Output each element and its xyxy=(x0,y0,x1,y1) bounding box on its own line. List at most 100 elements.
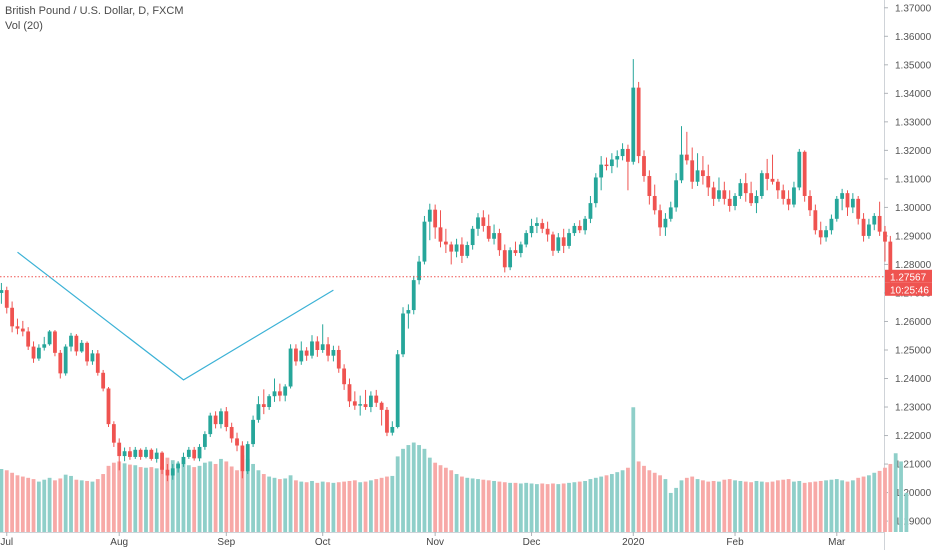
volume-bar xyxy=(433,462,438,532)
candle-body xyxy=(176,464,181,469)
candle-body xyxy=(508,250,513,268)
candle-body xyxy=(417,261,421,281)
volume-bar xyxy=(385,476,389,532)
candle-body xyxy=(315,341,320,350)
volume-bar xyxy=(845,481,850,532)
price-tick-label: 1.23000 xyxy=(895,403,932,414)
candle-body xyxy=(620,148,625,157)
candle-body xyxy=(754,195,759,204)
candle-body xyxy=(749,193,753,204)
volume-bar xyxy=(792,481,796,532)
volume-bar xyxy=(840,480,845,532)
candle-body xyxy=(674,180,679,208)
volume-bar xyxy=(470,478,475,532)
countdown-tag xyxy=(885,282,932,296)
chart-legend: British Pound / U.S. Dollar, D, FXCM Vol… xyxy=(5,4,184,34)
candle-body xyxy=(840,193,845,199)
candle-body xyxy=(481,217,486,226)
volume-bar xyxy=(31,479,36,532)
candle-body xyxy=(711,187,716,199)
candle-body xyxy=(690,160,695,182)
candle-body xyxy=(588,203,593,219)
volume-bar xyxy=(684,477,689,532)
candle-body xyxy=(706,176,711,188)
volume-bar xyxy=(111,462,116,532)
candle-body xyxy=(15,326,20,329)
volume-bar xyxy=(540,483,545,532)
volume-bar xyxy=(834,479,839,532)
volume-bar xyxy=(186,465,191,532)
volume-bar xyxy=(219,458,223,532)
volume-bar xyxy=(267,476,272,532)
volume-bar xyxy=(888,463,893,532)
volume-bar xyxy=(176,462,181,532)
candle-body xyxy=(663,218,668,228)
volume-bar xyxy=(904,492,909,532)
candle-body xyxy=(867,224,871,236)
candle-body xyxy=(154,452,159,459)
candle-body xyxy=(224,411,229,427)
volume-bar xyxy=(647,470,652,532)
price-tick-label: 1.32000 xyxy=(895,146,932,157)
candle-body xyxy=(310,341,314,356)
volume-bar xyxy=(395,456,400,532)
volume-bar xyxy=(390,475,395,532)
candle-body xyxy=(411,280,416,311)
candle-body xyxy=(240,445,245,472)
candle-body xyxy=(518,244,523,254)
candle-body xyxy=(572,225,577,234)
candle-body xyxy=(336,349,341,369)
candle-body xyxy=(31,346,36,359)
candle-body xyxy=(36,347,41,359)
volume-bar xyxy=(443,467,448,532)
candle-body xyxy=(192,449,197,459)
candle-body xyxy=(577,225,582,231)
volume-bar xyxy=(326,482,330,532)
volume-bar xyxy=(749,482,753,532)
candle-body xyxy=(733,195,737,206)
candle-body xyxy=(802,151,807,196)
candle-body xyxy=(256,404,261,420)
volume-bar xyxy=(561,483,566,532)
volume-bar xyxy=(786,479,791,532)
candle-body xyxy=(379,402,384,410)
candle-body xyxy=(133,449,138,457)
candle-body xyxy=(369,395,373,408)
volume-bar xyxy=(599,476,604,532)
candle-body xyxy=(717,190,721,199)
time-tick-label: Oct xyxy=(315,537,331,548)
volume-bar xyxy=(358,482,363,532)
candle-body xyxy=(738,183,743,196)
time-tick-label: Feb xyxy=(726,537,744,548)
volume-bar xyxy=(733,480,737,532)
volume-bar xyxy=(320,481,325,532)
candle-body xyxy=(63,346,68,374)
price-tick-label: 1.19000 xyxy=(895,517,932,528)
candle-body xyxy=(770,178,775,182)
candle-body xyxy=(106,388,111,425)
volume-bar xyxy=(829,479,834,532)
candle-body xyxy=(513,250,518,254)
candle-body xyxy=(208,415,213,435)
symbol-title[interactable]: British Pound / U.S. Dollar, D, FXCM xyxy=(5,5,184,17)
volume-indicator-label[interactable]: Vol (20) xyxy=(5,20,43,32)
volume-bar xyxy=(181,463,186,532)
volume-bar xyxy=(85,480,89,532)
candle-body xyxy=(652,195,657,211)
candle-body xyxy=(593,177,598,204)
candle-body xyxy=(888,241,893,277)
candle-body xyxy=(781,190,786,199)
volume-bar xyxy=(331,482,336,532)
candle-body xyxy=(701,170,705,177)
candle-body xyxy=(395,354,400,427)
volume-bar xyxy=(74,479,79,532)
candle-body xyxy=(492,233,496,239)
candle-body xyxy=(433,209,438,228)
candle-body xyxy=(647,176,652,196)
volume-bar xyxy=(497,481,502,532)
volume-bar xyxy=(47,477,52,532)
volume-bar xyxy=(154,468,159,532)
volume-bar xyxy=(235,470,239,532)
candle-body xyxy=(636,87,641,157)
